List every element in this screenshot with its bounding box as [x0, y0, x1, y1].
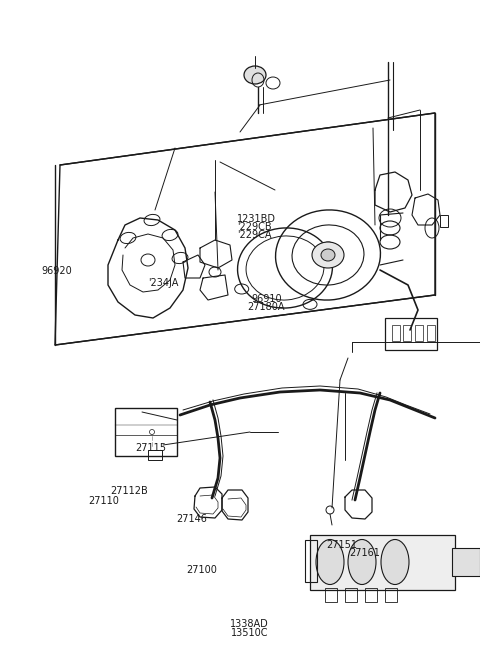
Ellipse shape [381, 539, 409, 585]
Bar [365, 588, 377, 602]
Text: 1231BD: 1231BD [237, 214, 276, 225]
Bar [115, 408, 177, 456]
Text: 96910: 96910 [251, 294, 282, 304]
Bar [345, 588, 357, 602]
Text: 13510C: 13510C [231, 627, 268, 638]
Bar [310, 535, 455, 590]
Ellipse shape [312, 242, 344, 268]
Text: 27112B: 27112B [111, 486, 148, 497]
Text: 27100: 27100 [186, 565, 217, 576]
Text: '234JA: '234JA [148, 277, 179, 288]
Bar [148, 450, 162, 460]
Text: '229CA: '229CA [237, 230, 271, 240]
Text: 1338AD: 1338AD [230, 619, 269, 629]
Ellipse shape [321, 249, 335, 261]
Bar [385, 318, 437, 350]
Ellipse shape [244, 66, 266, 84]
Text: 27115: 27115 [136, 443, 167, 453]
Ellipse shape [348, 539, 376, 585]
Bar [415, 325, 423, 341]
Text: 27151: 27151 [327, 540, 358, 551]
Text: 96920: 96920 [41, 265, 72, 276]
Bar [452, 548, 480, 576]
Text: 27161: 27161 [349, 548, 380, 558]
Bar [325, 588, 337, 602]
Bar [427, 325, 435, 341]
Ellipse shape [316, 539, 344, 585]
Bar [385, 588, 397, 602]
Bar [440, 215, 448, 227]
Text: 27146: 27146 [177, 514, 207, 524]
Text: 27110: 27110 [88, 495, 119, 506]
Bar [403, 325, 411, 341]
Bar [392, 325, 400, 341]
Text: '229CB: '229CB [237, 222, 271, 233]
Text: 27180A: 27180A [248, 302, 285, 313]
Bar [305, 540, 317, 582]
